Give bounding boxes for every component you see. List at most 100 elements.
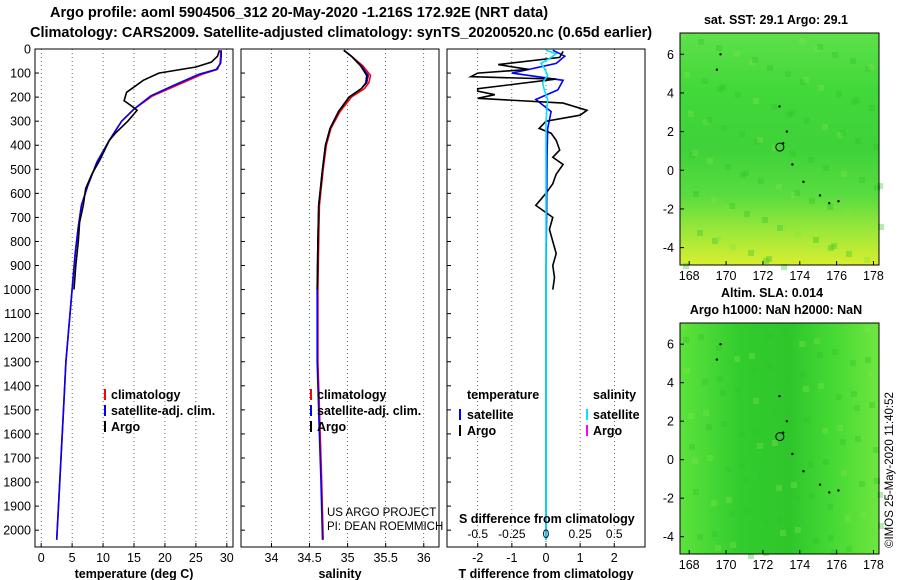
island-speck <box>719 342 722 346</box>
legend-label: Argo <box>317 420 347 434</box>
map-texture <box>791 482 797 488</box>
map-texture <box>817 44 823 50</box>
map-texture <box>827 204 833 210</box>
x-tick-label: 35.5 <box>374 551 398 565</box>
map-texture <box>878 523 884 529</box>
map-texture <box>688 111 694 117</box>
map-texture <box>827 504 833 510</box>
map-texture <box>781 264 787 270</box>
map-texture <box>715 236 721 242</box>
map-texture <box>780 223 786 229</box>
map-texture <box>752 57 758 63</box>
map-texture <box>716 45 722 51</box>
map-texture <box>804 118 810 124</box>
map-texture <box>818 85 824 91</box>
secondary-tick-label: 0 <box>543 527 550 541</box>
map-texture <box>702 379 708 385</box>
map-texture <box>689 444 695 450</box>
depth-tick-label: 1900 <box>3 500 31 514</box>
map-texture <box>734 51 740 57</box>
map-texture <box>874 185 880 191</box>
island-speck <box>837 489 840 492</box>
map-texture <box>831 549 837 555</box>
legend-label: Argo <box>593 424 623 438</box>
map-texture <box>749 353 755 359</box>
map-texture <box>868 64 874 70</box>
map-texture <box>877 183 883 189</box>
map-texture <box>791 192 797 198</box>
x-tick-label: 0 <box>543 551 550 565</box>
map-texture <box>706 424 712 430</box>
x-tick-label: 5 <box>69 551 76 565</box>
x-tick-label: 172 <box>752 269 773 283</box>
depth-tick-label: 1200 <box>3 331 31 345</box>
legend-label: satellite-adj. clim. <box>111 404 215 418</box>
map-texture <box>794 496 800 502</box>
map-title: sat. SST: 29.1 Argo: 29.1 <box>704 13 848 27</box>
map-texture <box>851 99 857 105</box>
map-texture <box>688 413 694 419</box>
x-tick-label: 2 <box>611 551 618 565</box>
x-tick-label: 0 <box>38 551 45 565</box>
map-texture <box>831 243 837 249</box>
secondary-tick-label: -0.25 <box>498 527 526 541</box>
map-texture <box>822 428 828 434</box>
map-texture <box>795 231 801 237</box>
map-texture <box>836 394 842 400</box>
legend-label: satellite <box>593 408 640 422</box>
y-tick-label: -2 <box>663 202 674 216</box>
island-speck <box>802 180 805 184</box>
map-texture <box>869 105 875 111</box>
x-axis-label: salinity <box>318 567 361 580</box>
map-texture <box>864 257 870 263</box>
map-frame <box>679 32 880 266</box>
map-texture <box>803 77 809 83</box>
map-texture <box>860 218 866 224</box>
y-tick-label: 6 <box>667 338 674 352</box>
x-axis-label: temperature (deg C) <box>75 567 194 580</box>
island-speck <box>791 452 794 456</box>
map-texture <box>837 132 843 138</box>
map-texture <box>874 478 880 484</box>
map-texture <box>836 91 842 97</box>
map-texture <box>703 119 709 125</box>
legend-label: Argo <box>111 420 141 434</box>
project-annotation: US ARGO PROJECT <box>327 507 436 519</box>
map-texture <box>873 144 879 150</box>
map-texture <box>715 545 721 551</box>
map-texture <box>799 38 805 44</box>
map-texture <box>739 131 745 137</box>
island-speck <box>837 200 840 203</box>
island-speck <box>828 201 831 205</box>
map-texture <box>865 357 871 363</box>
depth-tick-label: 600 <box>10 187 31 201</box>
map-texture <box>707 455 713 461</box>
map-texture <box>720 84 726 90</box>
map-texture <box>771 104 777 110</box>
depth-tick-label: 1700 <box>3 451 31 465</box>
depth-tick-label: 1300 <box>3 355 31 369</box>
depth-tick-label: 100 <box>10 67 31 81</box>
map-texture <box>748 553 754 559</box>
depth-tick-label: 1000 <box>3 283 31 297</box>
map-texture <box>744 211 750 217</box>
map-texture <box>814 338 820 344</box>
island-speck <box>818 483 822 486</box>
map-texture <box>809 493 815 499</box>
map-texture <box>758 474 764 480</box>
map-texture <box>855 138 861 144</box>
map-texture <box>753 398 759 404</box>
map-texture <box>813 237 819 243</box>
y-tick-label: 2 <box>667 125 674 139</box>
x-tick-label: 1 <box>577 551 584 565</box>
map-texture <box>730 542 736 548</box>
map-texture <box>720 390 726 396</box>
map-texture <box>772 440 778 446</box>
map-field <box>680 323 879 554</box>
secondary-tick-label: 0.25 <box>568 527 592 541</box>
map-texture <box>729 511 735 517</box>
map-texture <box>854 405 860 411</box>
map-texture <box>689 152 695 158</box>
map-texture <box>721 421 727 427</box>
